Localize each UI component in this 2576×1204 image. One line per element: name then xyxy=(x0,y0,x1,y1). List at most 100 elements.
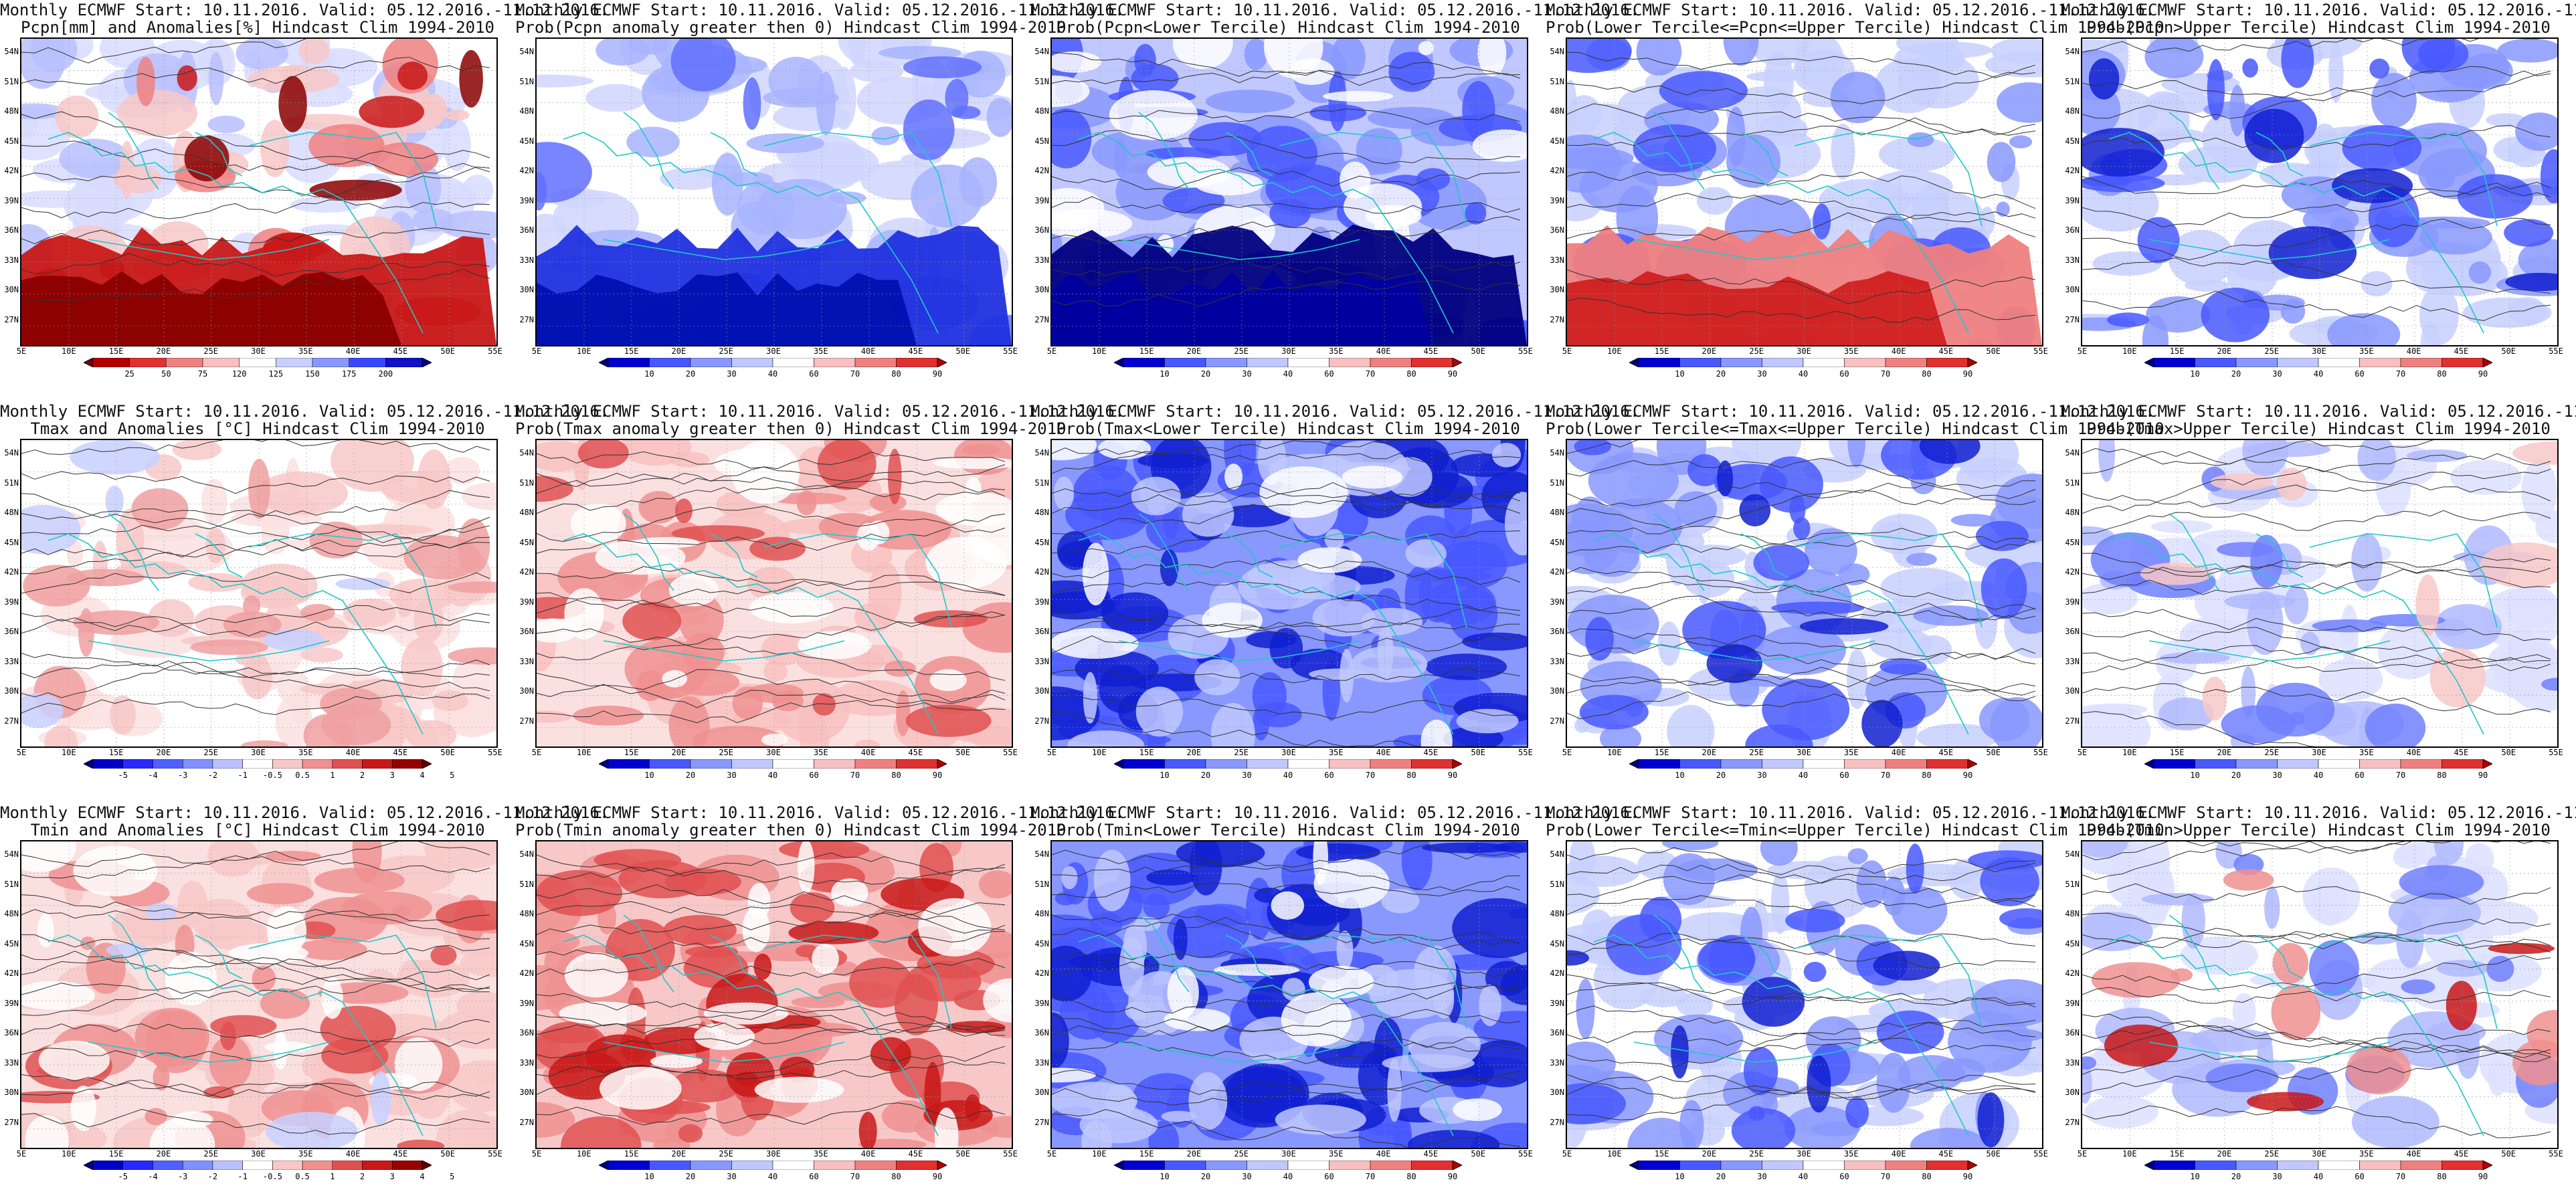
lat-tick-label: 33N xyxy=(4,1058,19,1068)
lon-tick-label: 30E xyxy=(1797,1149,1811,1159)
colorbar-segment xyxy=(814,358,856,367)
colorbar-label: 5 xyxy=(450,771,455,780)
lat-tick-label: 51N xyxy=(1034,76,1049,86)
colorbar-segment xyxy=(362,1161,393,1170)
map-canvas xyxy=(1567,39,2042,345)
contour-lines xyxy=(21,39,490,302)
panel-title-line1: Monthly ECMWF Start: 10.11.2016. Valid: … xyxy=(1030,402,1640,421)
lat-tick-label: 36N xyxy=(4,627,19,636)
colorbar-segment xyxy=(92,759,123,769)
coastline xyxy=(48,112,437,334)
map-frame xyxy=(20,37,498,346)
colorbar-segment xyxy=(182,1161,213,1170)
map-frame xyxy=(2081,840,2559,1149)
colorbar-segment xyxy=(1370,358,1412,367)
lon-tick-label: 50E xyxy=(955,748,971,757)
lat-tick-label: 30N xyxy=(1034,1088,1049,1097)
colorbar-segment xyxy=(1329,759,1371,769)
colorbar-label: -0.5 xyxy=(262,1172,282,1181)
lat-tick-label: 54N xyxy=(519,849,534,859)
lon-tick-label: 15E xyxy=(624,1149,639,1159)
colorbar-segment xyxy=(772,1161,814,1170)
map-panel: Monthly ECMWF Start: 10.11.2016. Valid: … xyxy=(1030,401,1640,803)
map-frame xyxy=(1566,439,2043,748)
map-panel: Monthly ECMWF Start: 10.11.2016. Valid: … xyxy=(515,0,1124,401)
lat-tick-label: 48N xyxy=(4,909,19,918)
colorbar-label: 80 xyxy=(2437,369,2447,379)
colorbar-segment xyxy=(1762,1161,1804,1170)
colorbar-label: 90 xyxy=(2478,369,2488,379)
lon-tick-label: 10E xyxy=(576,1149,591,1159)
lon-tick-label: 25E xyxy=(2264,1149,2280,1159)
colorbar-segment xyxy=(182,759,213,769)
panel-title-line1: Monthly ECMWF Start: 10.11.2016. Valid: … xyxy=(2061,1,2576,19)
lat-tick-label: 30N xyxy=(4,1088,19,1097)
lat-tick-label: 33N xyxy=(519,1058,534,1068)
colorbar-segment xyxy=(649,358,691,367)
colorbar-label: 20 xyxy=(1200,771,1211,780)
colorbar-segment xyxy=(2277,358,2319,367)
colorbar-label: 80 xyxy=(1922,771,1932,780)
colorbar-segment xyxy=(896,759,938,769)
lat-tick-label: 54N xyxy=(2065,47,2080,56)
coastline xyxy=(1078,914,1467,1136)
lon-tick-label: 55E xyxy=(1518,748,1533,757)
colorbar xyxy=(599,1161,947,1170)
lat-tick-label: 39N xyxy=(1034,195,1049,205)
colorbar-min-arrow xyxy=(599,358,609,367)
colorbar-label: 90 xyxy=(1962,771,1973,780)
lat-tick-label: 27N xyxy=(2065,716,2080,726)
colorbar-label: 90 xyxy=(1447,1172,1458,1181)
lat-tick-label: 30N xyxy=(519,285,534,294)
lat-tick-label: 36N xyxy=(4,1028,19,1037)
lon-tick-label: 30E xyxy=(766,346,781,356)
coastline xyxy=(1078,513,1467,735)
colorbar-label: 40 xyxy=(2313,1172,2324,1181)
lat-tick-label: 42N xyxy=(2065,969,2080,978)
lon-tick-label: 25E xyxy=(1749,748,1764,757)
colorbar-segment xyxy=(1164,759,1206,769)
colorbar-label: 70 xyxy=(2395,771,2406,780)
lat-tick-label: 27N xyxy=(1034,1117,1049,1127)
lon-tick-label: 55E xyxy=(1518,346,1533,356)
lon-tick-label: 10E xyxy=(1606,1149,1622,1159)
graticule xyxy=(21,841,496,1148)
lat-tick-label: 36N xyxy=(2065,1028,2080,1037)
lon-tick-label: 40E xyxy=(1376,346,1391,356)
lon-tick-label: 25E xyxy=(203,748,219,757)
colorbar xyxy=(599,358,947,367)
lat-tick-label: 45N xyxy=(1034,938,1049,948)
colorbar-label: 70 xyxy=(1365,369,1376,379)
colorbar-min-arrow xyxy=(599,1161,609,1170)
colorbar-max-arrow xyxy=(1967,358,1977,367)
map-canvas xyxy=(1567,841,2042,1148)
colorbar-segment xyxy=(690,1161,732,1170)
lon-tick-label: 55E xyxy=(488,1149,502,1159)
lon-tick-label: 45E xyxy=(1423,748,1439,757)
graticule xyxy=(21,440,496,746)
colorbar-segment xyxy=(2318,1161,2360,1170)
lon-tick-label: 10E xyxy=(2122,1149,2137,1159)
lat-tick-label: 54N xyxy=(1550,47,1564,56)
colorbar-segment xyxy=(814,1161,856,1170)
lat-tick-label: 42N xyxy=(1034,166,1049,175)
lon-tick-label: 30E xyxy=(251,346,266,356)
colorbar-segment xyxy=(212,759,243,769)
colorbar xyxy=(84,358,432,367)
colorbar-segment xyxy=(239,358,276,367)
lat-tick-label: 33N xyxy=(4,255,19,265)
lon-tick-label: 20E xyxy=(156,1149,171,1159)
lon-tick-label: 20E xyxy=(1186,748,1202,757)
colorbar-segment xyxy=(731,759,773,769)
lon-tick-label: 35E xyxy=(298,748,313,757)
lon-tick-label: 10E xyxy=(1091,1149,1107,1159)
lon-tick-label: 40E xyxy=(1376,1149,1391,1159)
colorbar-segment xyxy=(1679,358,1722,367)
graticule xyxy=(1567,39,2042,345)
colorbar-label: 30 xyxy=(727,1172,737,1181)
contour-lines xyxy=(537,451,1006,724)
colorbar-label: 10 xyxy=(1160,369,1170,379)
map-frame xyxy=(1050,840,1528,1149)
panel-title-line2: Prob(Pcpn anomaly greater then 0) Hindca… xyxy=(515,18,1067,37)
lon-tick-label: 10E xyxy=(61,748,76,757)
